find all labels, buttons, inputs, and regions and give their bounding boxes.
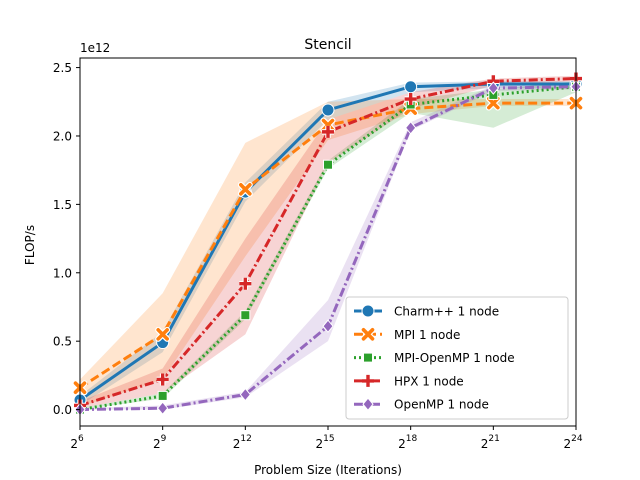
legend-item-charm-1-node: Charm++ 1 node — [354, 304, 499, 319]
point-hpx-1-node-3 — [322, 125, 334, 138]
y-tick-label-1: 0.5 — [53, 335, 72, 349]
point-mpi-1-node-3 — [320, 117, 336, 133]
legend: Charm++ 1 node MPI 1 node MPI-OpenMP 1 nod… — [345, 296, 569, 420]
x-tick-label-2: 212 — [233, 434, 252, 451]
x-tick-label-3: 215 — [315, 434, 334, 451]
y-axis-ticks: 0.0 0.5 1.0 1.5 2.0 2.5 — [53, 61, 80, 417]
legend-label-mpi-openmp-1-node: MPI-OpenMP 1 node — [394, 351, 515, 365]
x-tick-label-1: 29 — [153, 434, 167, 451]
x-tick-label-4: 218 — [398, 434, 417, 451]
point-charm-1-node-4 — [404, 80, 418, 94]
point-openmp-1-node-4 — [405, 120, 417, 135]
y-tick-label-3: 1.5 — [53, 198, 72, 212]
legend-box — [345, 296, 569, 420]
x-tick-label-0: 26 — [70, 434, 84, 451]
legend-label-hpx-1-node: HPX 1 node — [394, 374, 464, 388]
legend-item-hpx-1-node: HPX 1 node — [354, 374, 464, 388]
legend-item-openmp-1-node: OpenMP 1 node — [354, 397, 489, 412]
point-hpx-1-node-1 — [156, 373, 169, 386]
point-openmp-1-node-2 — [239, 387, 251, 402]
y-tick-label-2: 1.0 — [53, 266, 72, 280]
point-openmp-1-node-5 — [487, 81, 499, 95]
legend-item-mpi-openmp-1-node: MPI-OpenMP 1 node — [354, 351, 515, 365]
x-axis-label: Problem Size (Iterations) — [254, 463, 402, 477]
band-hpx-1-node — [80, 75, 576, 409]
point-openmp-1-node-1 — [157, 401, 169, 415]
markers-openmp-1-node — [74, 79, 582, 417]
point-mpi-openmp-1-node-2 — [240, 310, 251, 321]
y-scale-label: 1e12 — [80, 41, 110, 55]
point-openmp-1-node-3 — [322, 319, 334, 333]
legend-marker-mpi-1-node — [360, 326, 376, 342]
point-mpi-openmp-1-node-3 — [323, 159, 333, 170]
y-axis-label: FLOP/s — [23, 225, 37, 265]
point-mpi-1-node-2 — [237, 181, 253, 197]
point-charm-1-node-3 — [321, 103, 335, 117]
x-tick-label-6: 224 — [563, 434, 582, 451]
point-mpi-1-node-1 — [155, 326, 171, 342]
legend-label-mpi-1-node: MPI 1 node — [394, 328, 460, 342]
band-charm-1-node — [80, 81, 576, 406]
legend-label-charm-1-node: Charm++ 1 node — [394, 305, 499, 319]
legend-marker-openmp-1-node — [362, 397, 374, 411]
point-hpx-1-node-4 — [404, 93, 417, 106]
y-tick-label-0: 0.0 — [53, 403, 72, 417]
chart-title: Stencil — [304, 37, 351, 53]
y-tick-label-4: 2.0 — [53, 129, 72, 143]
legend-label-openmp-1-node: OpenMP 1 node — [394, 398, 489, 412]
confidence-bands — [80, 75, 576, 410]
point-hpx-1-node-2 — [239, 277, 252, 290]
legend-marker-mpi-openmp-1-node — [363, 352, 373, 363]
legend-marker-hpx-1-node — [362, 374, 374, 387]
x-axis-ticks: 26 29 212 215 218 221 224 — [70, 426, 583, 451]
legend-marker-charm-1-node — [361, 304, 375, 318]
legend-item-mpi-1-node: MPI 1 node — [354, 326, 460, 342]
x-tick-label-5: 221 — [481, 434, 500, 451]
band-mpi-1-node — [80, 99, 576, 407]
y-tick-label-5: 2.5 — [53, 61, 72, 75]
point-mpi-openmp-1-node-1 — [157, 390, 168, 401]
series-markers — [72, 72, 584, 417]
point-mpi-1-node-5 — [485, 95, 501, 111]
